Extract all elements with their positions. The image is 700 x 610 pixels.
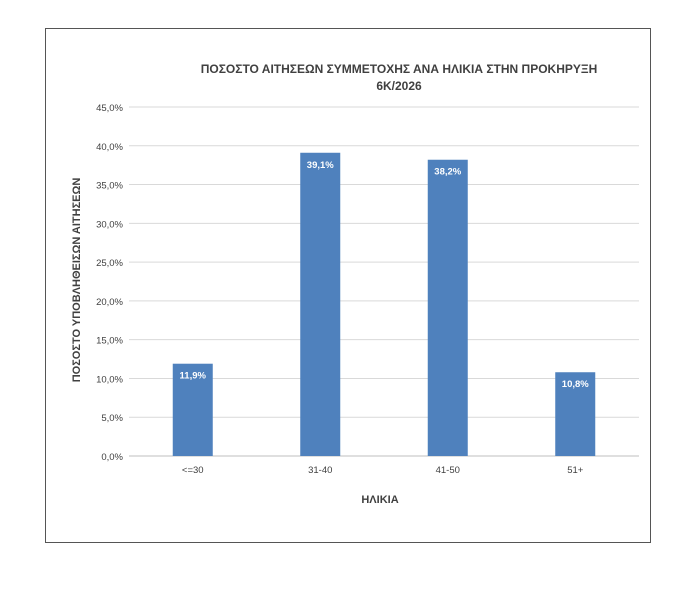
bar-51+ xyxy=(555,372,596,456)
x-axis-ticks: <=30 31-40 41-50 51+ xyxy=(182,465,584,476)
y-axis-ticks: 0,0% 5,0% 10,0% 15,0% 20,0% 25,0% 30,0% 35,0% 40… xyxy=(96,103,123,463)
data-label: 38,2% xyxy=(434,167,461,178)
y-tick-label: 15,0% xyxy=(96,336,123,347)
data-labels: 11,9% 39,1% 38,2% 10,8% xyxy=(180,160,590,390)
y-axis-label: ΠΟΣΟΣΤΟ ΥΠΟΒΛΗΘΕΙΣΩΝ ΑΙΤΗΣΕΩΝ xyxy=(71,178,83,383)
y-tick-label: 5,0% xyxy=(101,413,123,424)
x-tick-label: 51+ xyxy=(567,465,584,476)
y-tick-label: 10,0% xyxy=(96,374,123,385)
y-tick-label: 30,0% xyxy=(96,219,123,230)
bar-41-50 xyxy=(427,159,468,456)
chart-title-line-2: 6Κ/2026 xyxy=(376,79,422,93)
y-tick-label: 25,0% xyxy=(96,258,123,269)
data-label: 39,1% xyxy=(307,160,334,171)
bars xyxy=(172,152,596,456)
y-tick-label: 45,0% xyxy=(96,103,123,114)
bar-<=30 xyxy=(172,363,213,456)
y-tick-label: 20,0% xyxy=(96,297,123,308)
x-tick-label: 41-50 xyxy=(436,465,460,476)
bar-chart: ΠΟΣΟΣΤΟ ΑΙΤΗΣΕΩΝ ΣΥΜΜΕΤΟΧΗΣ ΑΝΑ ΗΛΙΚΙΑ Σ… xyxy=(71,62,639,506)
bar-31-40 xyxy=(300,152,341,456)
x-tick-label: <=30 xyxy=(182,465,204,476)
x-tick-label: 31-40 xyxy=(308,465,332,476)
chart-title-line-1: ΠΟΣΟΣΤΟ ΑΙΤΗΣΕΩΝ ΣΥΜΜΕΤΟΧΗΣ ΑΝΑ ΗΛΙΚΙΑ Σ… xyxy=(201,62,598,76)
data-label: 11,9% xyxy=(180,371,207,382)
y-tick-label: 35,0% xyxy=(96,181,123,192)
x-axis-label: ΗΛΙΚΙΑ xyxy=(361,494,398,506)
data-label: 10,8% xyxy=(562,379,589,390)
chart-frame: ΠΟΣΟΣΤΟ ΑΙΤΗΣΕΩΝ ΣΥΜΜΕΤΟΧΗΣ ΑΝΑ ΗΛΙΚΙΑ Σ… xyxy=(45,28,651,543)
grid-layer xyxy=(129,106,639,457)
y-tick-label: 0,0% xyxy=(101,452,123,463)
y-tick-label: 40,0% xyxy=(96,142,123,153)
